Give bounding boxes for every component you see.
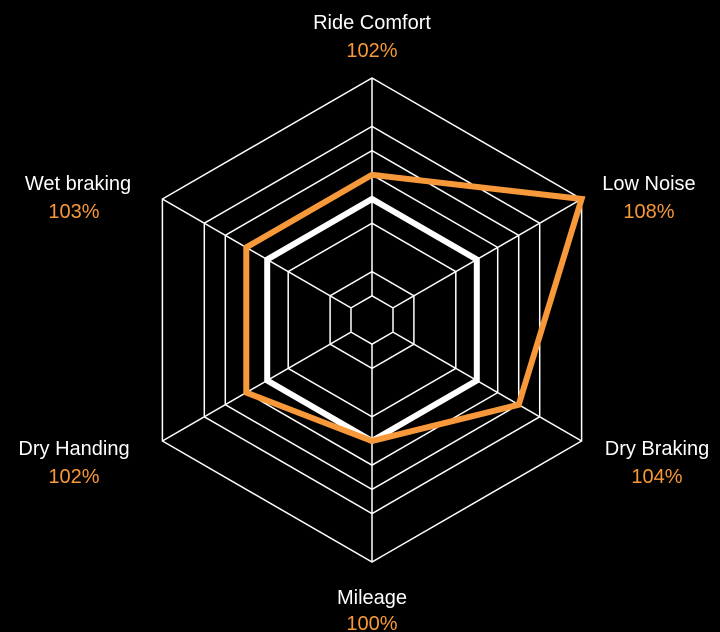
axis-value-dry-handing: 102% (48, 466, 99, 488)
axis-label-dry-handing: Dry Handing (18, 438, 129, 460)
axis-value-dry-braking: 104% (631, 466, 682, 488)
grid-spoke (162, 331, 352, 442)
axis-value-mileage: 100% (346, 613, 397, 632)
axis-label-low-noise: Low Noise (602, 173, 695, 195)
axis-label-mileage: Mileage (337, 587, 407, 609)
radar-grid (161, 77, 583, 563)
axis-labels: Ride Comfort 102% Low Noise 108% Dry Bra… (18, 12, 709, 632)
grid-spoke (392, 331, 582, 442)
axis-value-low-noise: 108% (623, 201, 674, 223)
axis-label-ride-comfort: Ride Comfort (313, 12, 431, 34)
series-product (243, 171, 586, 445)
axis-label-dry-braking: Dry Braking (605, 438, 709, 460)
grid-spoke (392, 198, 582, 309)
radar-series (243, 171, 586, 445)
axis-value-ride-comfort: 102% (346, 40, 397, 62)
grid-spoke (162, 198, 352, 309)
axis-label-wet-braking: Wet braking (25, 173, 131, 195)
axis-value-wet-braking: 103% (48, 201, 99, 223)
grid-ring (350, 294, 394, 346)
